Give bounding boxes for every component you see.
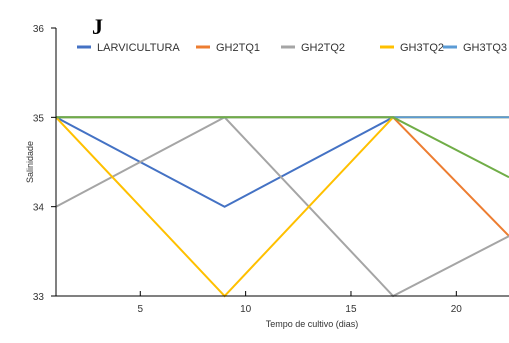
y-tick-label: 34 [33, 203, 45, 214]
panel-letter: J [92, 14, 103, 39]
x-tick-label: 20 [451, 304, 463, 315]
legend-label-gh3tq3: GH3TQ3 [463, 42, 507, 54]
series-line-larvicultura [55, 116, 509, 208]
series-line-gh3tq2 [55, 116, 509, 298]
x-tick-label: 10 [240, 304, 252, 315]
series-layer [55, 116, 509, 298]
legend-label-larvicultura: LARVICULTURA [97, 42, 180, 54]
legend-label-gh2tq2: GH2TQ2 [301, 42, 345, 54]
legend-label-gh3tq2: GH3TQ2 [400, 42, 444, 54]
y-tick-label: 35 [33, 113, 45, 124]
legend-label-gh2tq1: GH2TQ1 [216, 42, 260, 54]
series-line-gh2tq2 [55, 116, 509, 298]
x-tick-label: 15 [345, 304, 357, 315]
x-tick-label: 5 [137, 304, 143, 315]
x-axis-label: Tempo de cultivo (dias) [266, 319, 359, 329]
y-tick-label: 36 [33, 24, 45, 35]
series-line-series-6 [56, 116, 509, 179]
axis-layer: 33 34 35 36 5 10 15 20 [33, 24, 509, 315]
y-tick-label: 33 [33, 292, 45, 303]
legend: LARVICULTURA GH2TQ1 GH2TQ2 GH3TQ2 GH3TQ3 [77, 42, 507, 54]
y-axis-label: Salinidade [25, 141, 35, 183]
